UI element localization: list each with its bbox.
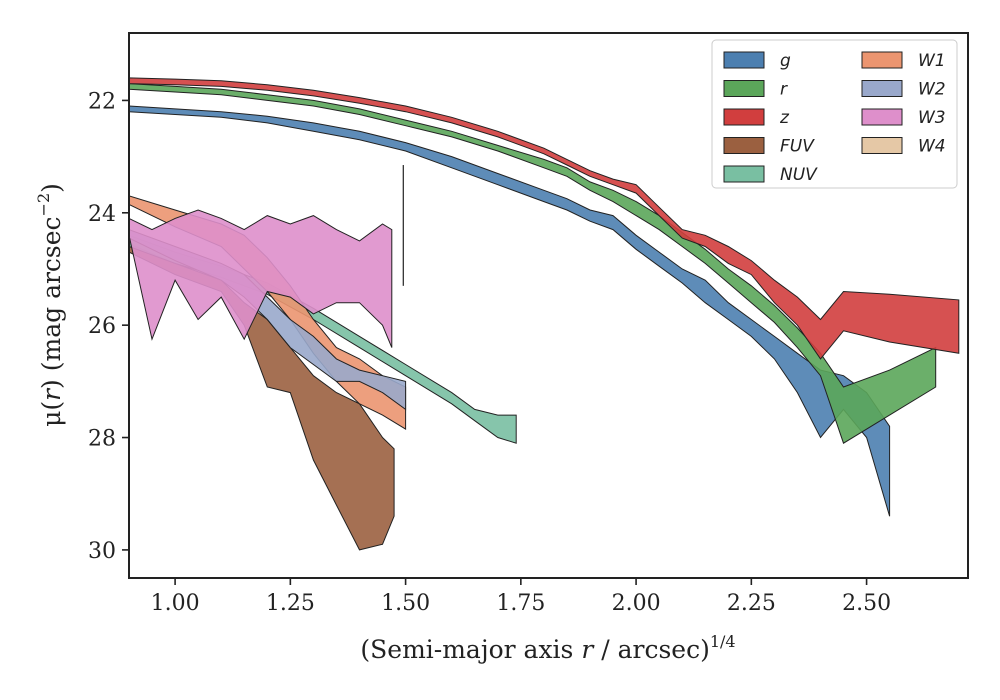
y-axis-label: μ(r) (mag arcsec−2)	[34, 183, 66, 427]
legend-label-r: r	[780, 80, 788, 100]
legend-label-nuv: NUV	[780, 165, 818, 185]
legend-label-w3: W3	[918, 108, 946, 128]
y-tick-label: 22	[88, 89, 116, 114]
legend-swatch-nuv	[723, 165, 765, 183]
legend-swatch-fuv	[723, 137, 765, 154]
legend-swatch-g	[723, 51, 765, 69]
x-axis-label: (Semi-major axis r / arcsec)1/4	[360, 632, 735, 664]
series-band-w3	[129, 209, 393, 348]
x-tick-label: 1.00	[151, 591, 200, 616]
x-tick-label: 2.00	[612, 591, 661, 616]
y-axis: 22 24 26 28 30	[88, 89, 129, 564]
legend-swatch-w2	[861, 80, 903, 97]
series-band-r	[129, 83, 937, 444]
y-tick-label: 28	[88, 427, 116, 452]
legend-label-w2: W2	[918, 80, 946, 100]
legend-label-z: z	[779, 108, 790, 128]
legend-swatch-w3	[861, 108, 903, 126]
legend-label-fuv: FUV	[780, 137, 815, 157]
x-tick-label: 1.75	[496, 591, 545, 616]
legend: grz FUV NUV W1 W2 W3 W4	[711, 39, 958, 189]
x-axis: 1.00 1.25 1.50 1.75 2.00 2.25 2.50	[151, 578, 891, 616]
plot-frame	[128, 32, 969, 579]
y-tick-label: 30	[88, 539, 116, 564]
x-tick-label: 2.25	[727, 591, 776, 616]
series-band-z	[129, 77, 960, 360]
x-tick-label: 1.25	[266, 591, 315, 616]
series-band-g	[129, 105, 891, 517]
x-tick-label: 2.50	[842, 591, 891, 616]
y-tick-label: 24	[88, 202, 116, 227]
legend-swatch-w1	[861, 51, 903, 69]
series-layer	[129, 77, 960, 551]
legend-swatch-z	[723, 108, 765, 126]
y-tick-label: 26	[88, 314, 116, 339]
legend-label-g: g	[780, 51, 791, 71]
x-tick-label: 1.50	[381, 591, 430, 616]
legend-label-w1: W1	[918, 51, 946, 71]
legend-swatch-w4	[861, 137, 903, 154]
legend-swatch-r	[723, 80, 765, 97]
legend-label-w4: W4	[918, 137, 946, 157]
